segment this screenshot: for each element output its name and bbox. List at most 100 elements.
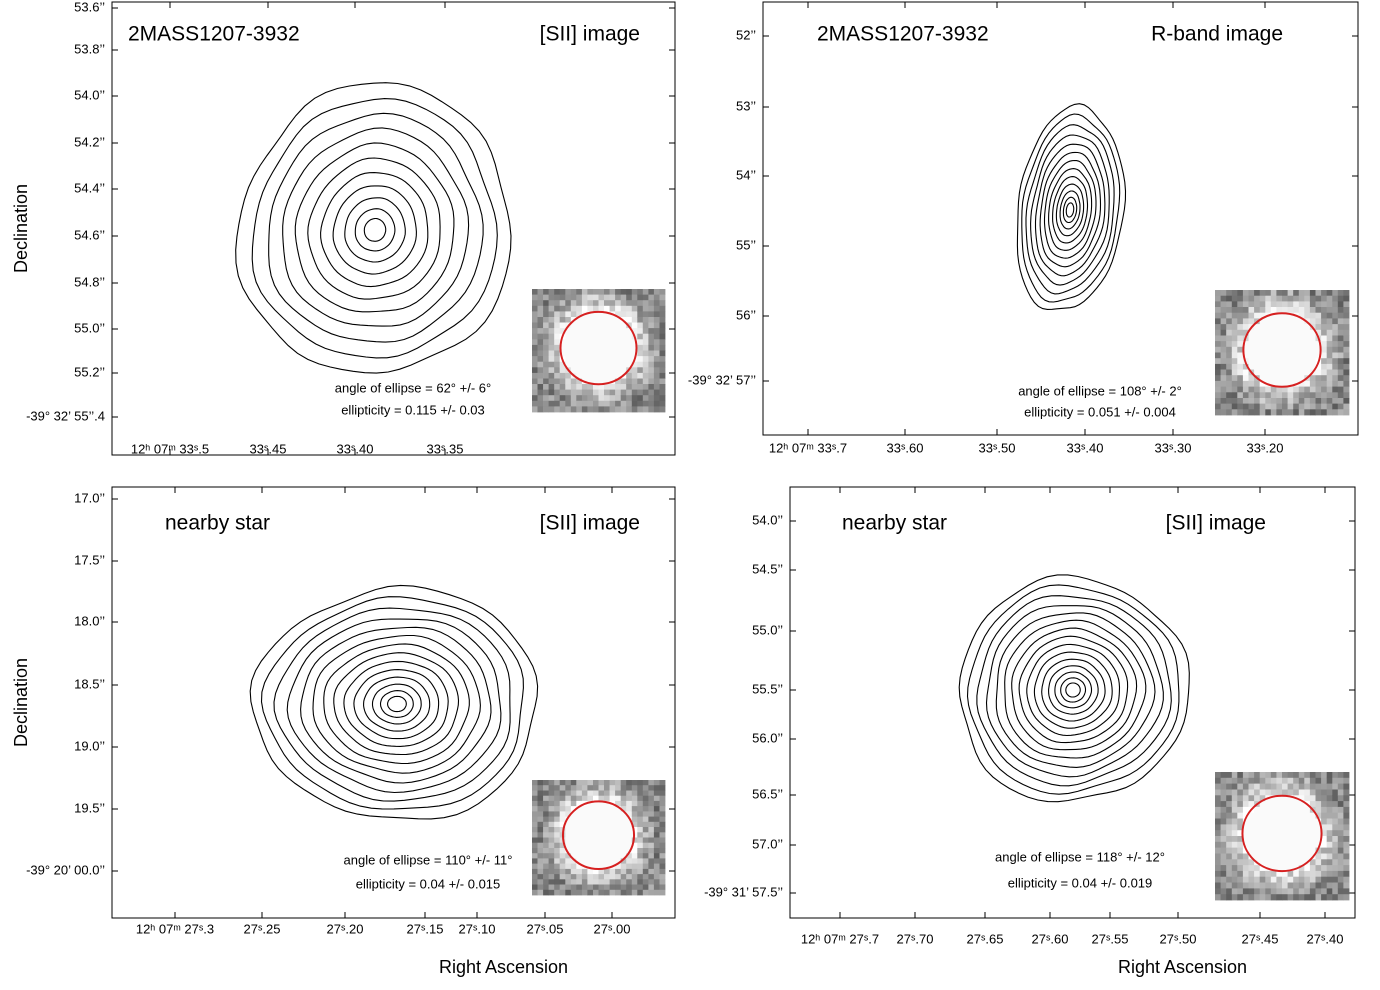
pixel	[593, 294, 599, 301]
pixel	[1298, 830, 1305, 837]
pixel	[1287, 836, 1294, 843]
pixel	[1293, 335, 1300, 342]
pixel	[570, 800, 577, 807]
pixel	[659, 389, 666, 396]
pixel	[1343, 341, 1350, 348]
pixel	[548, 884, 555, 891]
pixel	[637, 339, 644, 346]
pixel	[1293, 777, 1300, 784]
pixel	[1231, 882, 1238, 889]
pixel	[1321, 777, 1328, 784]
pixel	[1282, 888, 1288, 895]
pixel	[537, 858, 544, 864]
pixel	[609, 322, 616, 329]
pixel	[1343, 789, 1350, 796]
pixel	[626, 884, 633, 891]
pixel	[581, 821, 588, 828]
pixel	[1326, 882, 1333, 889]
pixel	[1315, 346, 1322, 353]
pixel	[1220, 386, 1227, 393]
pixel	[576, 858, 583, 864]
pixel	[1220, 346, 1227, 353]
pixel	[559, 300, 566, 307]
pixel	[1231, 894, 1238, 901]
pixel	[576, 322, 583, 329]
pixel	[570, 780, 577, 786]
pixel	[637, 378, 644, 385]
pixel	[1282, 847, 1288, 854]
pixel	[1326, 789, 1333, 796]
pixel	[548, 832, 555, 838]
pixel	[1265, 358, 1272, 365]
pixel	[1332, 301, 1339, 308]
pixel	[1276, 386, 1283, 393]
pixel	[565, 800, 572, 807]
pixel	[637, 821, 644, 828]
pixel	[593, 837, 599, 844]
pixel	[1270, 795, 1277, 802]
pixel	[587, 289, 594, 295]
pixel	[1215, 386, 1221, 393]
pixel	[637, 289, 644, 295]
pixel	[543, 361, 549, 368]
pixel	[1242, 295, 1249, 302]
pixel	[642, 821, 649, 828]
pixel	[1220, 369, 1227, 376]
x-tick-label: 33ˢ.45	[250, 441, 287, 456]
pixel	[1237, 888, 1244, 895]
pixel	[653, 406, 660, 413]
pixel	[615, 389, 621, 396]
pixel	[620, 879, 627, 885]
pixel	[648, 406, 655, 413]
pixel	[1254, 363, 1261, 370]
pixel	[554, 868, 561, 875]
pixel	[1304, 836, 1311, 843]
pixel	[1321, 312, 1328, 319]
pixel	[1215, 824, 1221, 831]
pixel	[648, 333, 655, 340]
pixel	[543, 356, 549, 363]
pixel	[1298, 859, 1305, 866]
pixel	[1242, 409, 1249, 416]
pixel	[1259, 358, 1266, 365]
pixel	[1282, 301, 1288, 308]
pixel	[631, 837, 638, 844]
pixel	[1321, 830, 1328, 837]
pixel	[642, 868, 649, 875]
pixel	[1298, 836, 1305, 843]
pixel	[648, 311, 655, 318]
pixel	[1276, 772, 1283, 779]
pixel	[1242, 318, 1249, 325]
pixel	[532, 322, 538, 329]
pixel	[1293, 894, 1300, 901]
pixel	[570, 311, 577, 318]
pixel	[1293, 307, 1300, 314]
pixel	[637, 372, 644, 379]
pixel	[1215, 801, 1221, 808]
pixel	[1321, 375, 1328, 382]
pixel	[626, 350, 633, 357]
pixel	[653, 795, 660, 802]
pixel	[576, 884, 583, 891]
pixel	[642, 367, 649, 374]
pixel	[620, 289, 627, 295]
pixel	[1259, 341, 1266, 348]
pixel	[565, 328, 572, 335]
pixel	[543, 806, 549, 812]
pixel	[659, 780, 666, 786]
pixel	[1259, 329, 1266, 336]
pixel	[537, 305, 544, 312]
pixel	[1309, 295, 1316, 302]
pixel	[1332, 847, 1339, 854]
pixel	[1226, 824, 1233, 831]
pixel	[620, 361, 627, 368]
pixel	[598, 361, 605, 368]
pixel	[1321, 335, 1328, 342]
pixel	[598, 300, 605, 307]
pixel	[659, 837, 666, 844]
pixel	[548, 811, 555, 817]
pixel	[631, 400, 638, 407]
pixel	[570, 821, 577, 828]
pixel	[1293, 806, 1300, 814]
pixel	[548, 837, 555, 844]
